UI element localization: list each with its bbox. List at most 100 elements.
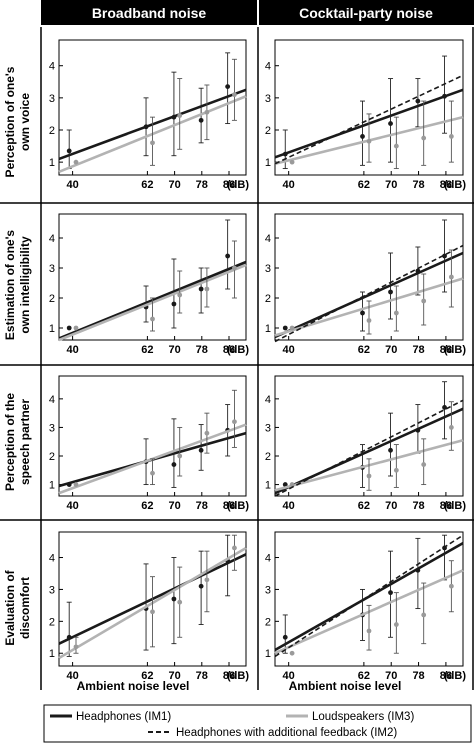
data-point-im3 <box>448 274 454 280</box>
row-title-discomfort-line2: discomfort <box>18 577 32 639</box>
x-tick-label: 86 <box>440 179 452 191</box>
data-point-im1 <box>282 151 288 157</box>
row-title-own-voice-line2: own voice <box>18 93 32 151</box>
y-tick-label: 3 <box>265 422 271 434</box>
data-point-im3 <box>289 159 295 165</box>
chart-panel-5: 1 2 3 4 40 62 70 78 86(dB) <box>265 375 466 512</box>
x-tick-label: 78 <box>196 179 208 191</box>
x-tick-label: 40 <box>66 500 78 512</box>
data-point-im1 <box>198 286 204 292</box>
data-point-im1 <box>388 590 393 596</box>
x-tick-label: 86 <box>223 179 235 191</box>
y-tick-label: 2 <box>265 125 271 137</box>
fit-line-im1 <box>274 407 464 495</box>
data-point-im1 <box>282 482 288 487</box>
chart-panel-7: 1 2 3 4 40 62 70 78 86(dB) <box>265 531 466 682</box>
data-point-im3 <box>448 425 454 430</box>
data-point-im3 <box>448 583 454 589</box>
fit-line-im2 <box>274 399 464 497</box>
x-tick-label: 62 <box>358 179 370 191</box>
data-point-im1 <box>171 462 177 467</box>
data-point-im3 <box>204 577 210 583</box>
y-tick-label: 2 <box>49 616 55 628</box>
data-point-im1 <box>282 325 288 331</box>
data-point-im1 <box>66 634 72 640</box>
x-axis-label-left: Ambient noise level <box>77 679 190 693</box>
y-tick-label: 4 <box>265 553 271 565</box>
y-tick-label: 1 <box>49 323 55 335</box>
data-point-im3 <box>150 316 155 322</box>
y-tick-label: 2 <box>265 293 271 305</box>
data-point-im1 <box>360 310 365 316</box>
x-tick-label: 40 <box>283 344 295 356</box>
y-tick-label: 1 <box>49 480 55 492</box>
x-tick-label: 78 <box>412 179 424 191</box>
x-tick-label: 78 <box>412 344 424 356</box>
data-point-im3 <box>448 134 454 139</box>
data-point-im3 <box>177 113 183 118</box>
fit-line-im1 <box>274 542 464 652</box>
y-tick-label: 3 <box>265 584 271 596</box>
fit-line-im2 <box>274 74 464 165</box>
y-tick-label: 1 <box>49 648 55 660</box>
y-tick-label: 1 <box>265 648 271 660</box>
row-title-intelligibility-line2: own intelligibility <box>18 236 32 334</box>
x-tick-label: 70 <box>385 500 397 512</box>
x-axis-label-right: Ambient noise level <box>289 679 402 693</box>
x-tick-label: 70 <box>168 179 180 191</box>
row-title-speech-partner-line2: speech partner <box>18 399 32 485</box>
row-title-own-voice-line1: Perception of one's <box>3 66 17 177</box>
x-tick-label: 62 <box>141 500 153 512</box>
x-unit-label: (dB) <box>227 344 249 356</box>
data-point-im3 <box>421 462 427 467</box>
y-tick-label: 1 <box>265 323 271 335</box>
y-tick-label: 4 <box>49 61 55 73</box>
data-point-im1 <box>66 148 72 154</box>
y-tick-label: 4 <box>49 553 55 565</box>
data-point-im1 <box>415 98 421 104</box>
data-point-im3 <box>73 325 79 331</box>
x-tick-label: 62 <box>358 344 370 356</box>
chart-panel-3: 1 2 3 4 40 62 70 78 86(dB) <box>265 213 466 356</box>
data-point-im3 <box>393 622 399 627</box>
data-point-im3 <box>150 140 155 146</box>
data-point-im3 <box>232 265 237 271</box>
x-tick-label: 70 <box>168 670 180 682</box>
x-tick-label: 62 <box>141 179 153 191</box>
data-point-im3 <box>73 644 79 650</box>
column-header-cocktail: Cocktail-party noise <box>299 5 433 21</box>
data-point-im1 <box>66 482 72 487</box>
x-tick-label: 40 <box>283 179 295 191</box>
y-tick-label: 3 <box>265 263 271 275</box>
data-point-im3 <box>73 482 79 487</box>
y-tick-label: 2 <box>49 451 55 463</box>
data-point-im3 <box>393 467 399 473</box>
column-header-broadband: Broadband noise <box>92 5 207 21</box>
y-tick-label: 4 <box>265 61 271 73</box>
data-point-im1 <box>442 253 447 259</box>
x-tick-label: 70 <box>385 670 397 682</box>
data-point-im1 <box>198 117 204 123</box>
fit-line-im2 <box>274 534 464 658</box>
data-point-im1 <box>282 634 288 640</box>
data-point-im3 <box>421 298 427 304</box>
x-tick-label: 70 <box>168 344 180 356</box>
x-tick-label: 70 <box>168 500 180 512</box>
data-point-im3 <box>150 470 155 476</box>
x-tick-label: 40 <box>66 344 78 356</box>
legend-box <box>43 704 472 743</box>
data-point-im3 <box>232 545 237 551</box>
y-tick-label: 1 <box>265 157 271 169</box>
y-tick-label: 4 <box>265 233 271 245</box>
data-point-im1 <box>66 325 72 331</box>
x-tick-label: 40 <box>283 500 295 512</box>
data-point-im1 <box>442 93 447 99</box>
x-tick-label: 86 <box>223 344 235 356</box>
data-point-im1 <box>171 596 177 602</box>
data-point-im3 <box>150 609 155 615</box>
data-point-im1 <box>388 121 393 126</box>
data-point-im1 <box>360 134 365 139</box>
fit-line-im2 <box>274 244 464 343</box>
